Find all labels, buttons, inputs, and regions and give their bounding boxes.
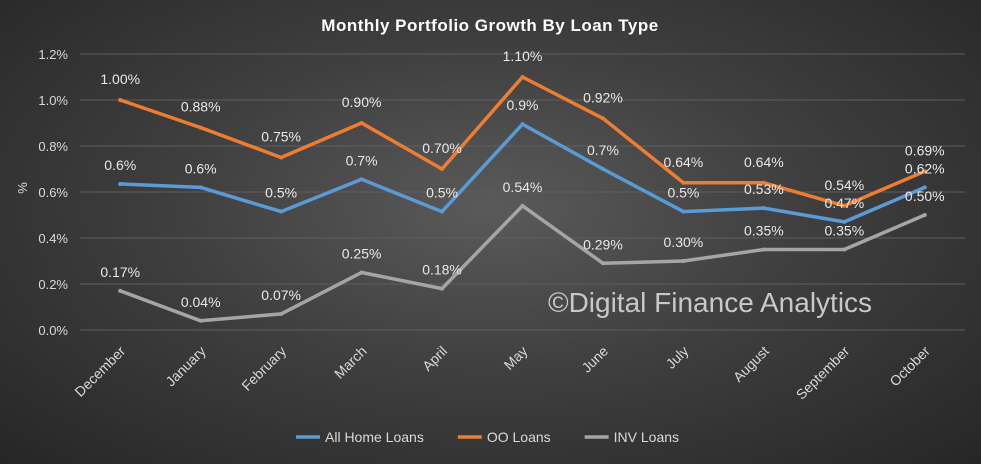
data-point [761,180,766,185]
x-tick-label: August [730,343,772,385]
data-point [440,286,445,291]
data-label: 0.6% [185,160,217,176]
x-tick-label: December [71,343,128,400]
data-point [118,181,123,186]
data-point [842,247,847,252]
data-label: 0.53% [744,181,784,197]
data-point [842,219,847,224]
data-label: 0.50% [905,188,945,204]
data-label: 0.04% [181,294,221,310]
data-label: 0.54% [503,179,543,195]
data-label: 0.35% [744,223,784,239]
data-label: 0.25% [342,246,382,262]
data-label: 0.29% [583,236,623,252]
data-label: 0.07% [261,287,301,303]
y-tick-label: 0.8% [38,139,68,154]
data-point [520,122,525,127]
data-point [922,213,927,217]
data-label: 0.6% [104,157,136,173]
data-point [359,270,364,275]
data-point [279,311,284,316]
y-tick-label: 0.2% [38,277,68,292]
y-tick-label: 1.2% [38,47,68,62]
data-label: 0.90% [342,94,382,110]
data-label: 0.64% [664,154,704,170]
x-tick-label: July [663,343,692,372]
x-tick-label: October [886,343,933,390]
series-lines [118,75,927,323]
data-label: 0.9% [507,97,539,113]
y-tick-label: 0.4% [38,231,68,246]
x-axis-ticks: December January February March April May June… [71,343,933,403]
data-point [761,247,766,252]
data-label: 0.64% [744,154,784,170]
data-label: 0.62% [905,160,945,176]
data-point [198,185,203,190]
x-tick-label: May [501,343,531,373]
watermark-text: ©Digital Finance Analytics [548,287,872,318]
data-labels: 0.6% 0.6% 0.5% 0.7% 0.5% 0.9% 0.7% 0.5% 0.53% 0.4… [100,48,944,310]
data-point [761,206,766,211]
data-label: 0.7% [587,142,619,158]
data-label: 0.70% [422,140,462,156]
y-axis-label: % [15,182,30,194]
legend-label: INV Loans [614,429,679,445]
data-label: 0.69% [905,142,945,158]
data-label: 0.5% [426,185,458,201]
legend-label: OO Loans [487,429,551,445]
gridlines [80,53,965,331]
data-point [922,169,927,174]
data-label: 0.7% [346,152,378,168]
data-point [440,209,445,214]
y-tick-label: 0.0% [38,323,68,338]
data-label: 0.18% [422,262,462,278]
data-point [600,167,605,171]
data-point [681,180,686,185]
legend: All Home Loans OO Loans INV Loans [296,429,679,445]
data-point [600,116,605,121]
data-label: 0.47% [824,195,864,211]
x-tick-label: January [162,343,209,390]
x-tick-label: September [793,343,853,403]
data-label: 0.54% [824,177,864,193]
data-label: 0.35% [824,223,864,239]
y-axis-ticks: 0.0% 0.2% 0.4% 0.6% 0.8% 1.0% 1.2% [38,47,68,338]
data-label: 0.88% [181,99,221,115]
data-label: 0.5% [667,185,699,201]
data-point [198,125,203,130]
chart-title: Monthly Portfolio Growth By Loan Type [321,16,658,35]
data-point [520,75,525,79]
data-point [359,177,364,182]
data-point [118,288,123,293]
data-label: 0.17% [100,264,140,280]
data-point [279,155,284,160]
data-label: 0.92% [583,89,623,105]
data-point [279,209,284,214]
x-tick-label: March [331,343,370,382]
legend-label: All Home Loans [325,429,424,445]
data-point [118,98,123,102]
data-point [681,259,686,263]
data-point [600,261,605,266]
x-tick-label: February [238,343,289,394]
data-label: 1.00% [100,71,140,87]
data-point [520,203,525,208]
data-label: 0.30% [664,234,704,250]
data-point [681,209,686,214]
x-tick-label: April [419,343,450,374]
data-point [359,121,364,125]
data-point [198,318,203,323]
x-tick-label: June [578,343,611,376]
data-point [842,203,847,208]
data-point [922,185,927,190]
data-point [440,167,445,171]
y-tick-label: 0.6% [38,185,68,200]
y-tick-label: 1.0% [38,93,68,108]
data-label: 0.75% [261,129,301,145]
data-label: 1.10% [503,48,543,64]
data-label: 0.5% [265,185,297,201]
